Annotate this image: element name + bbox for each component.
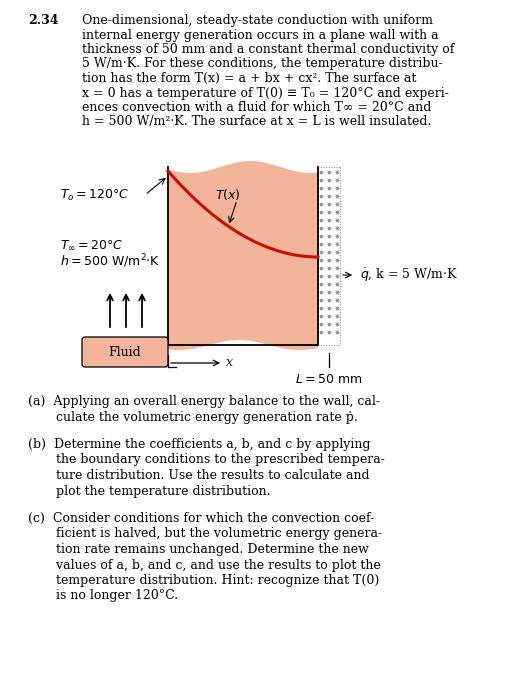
- Text: x = 0 has a temperature of T(0) ≡ T₀ = 120°C and experi-: x = 0 has a temperature of T(0) ≡ T₀ = 1…: [82, 87, 449, 99]
- Text: tion rate remains unchanged. Determine the new: tion rate remains unchanged. Determine t…: [28, 543, 369, 556]
- Text: temperature distribution. Hint: recognize that T(0): temperature distribution. Hint: recogniz…: [28, 574, 379, 587]
- Text: $T_o = 120°C$: $T_o = 120°C$: [60, 188, 130, 202]
- Text: culate the volumetric energy generation rate ṗ.: culate the volumetric energy generation …: [28, 410, 358, 424]
- Text: thickness of 50 mm and a constant thermal conductivity of: thickness of 50 mm and a constant therma…: [82, 43, 454, 56]
- Text: 5 W/m·K. For these conditions, the temperature distribu-: 5 W/m·K. For these conditions, the tempe…: [82, 57, 443, 71]
- Text: $\dot{q}$, k = 5 W/m$\cdot$K: $\dot{q}$, k = 5 W/m$\cdot$K: [360, 266, 458, 284]
- Text: (a)  Applying an overall energy balance to the wall, cal-: (a) Applying an overall energy balance t…: [28, 395, 380, 408]
- Text: $L = 50\ \mathrm{mm}$: $L = 50\ \mathrm{mm}$: [295, 373, 363, 386]
- Text: tion has the form T(x) = a + bx + cx². The surface at: tion has the form T(x) = a + bx + cx². T…: [82, 72, 416, 85]
- Text: plot the temperature distribution.: plot the temperature distribution.: [28, 484, 270, 498]
- Text: (b)  Determine the coefficients a, b, and c by applying: (b) Determine the coefficients a, b, and…: [28, 438, 371, 451]
- Text: internal energy generation occurs in a plane wall with a: internal energy generation occurs in a p…: [82, 29, 438, 41]
- Text: $T(x)$: $T(x)$: [215, 188, 241, 202]
- Text: values of a, b, and c, and use the results to plot the: values of a, b, and c, and use the resul…: [28, 559, 381, 571]
- Text: (c)  Consider conditions for which the convection coef-: (c) Consider conditions for which the co…: [28, 512, 374, 525]
- Text: h = 500 W/m²·K. The surface at x = L is well insulated.: h = 500 W/m²·K. The surface at x = L is …: [82, 116, 431, 129]
- Text: One-dimensional, steady-state conduction with uniform: One-dimensional, steady-state conduction…: [82, 14, 433, 27]
- Bar: [318, 167, 340, 345]
- Text: is no longer 120°C.: is no longer 120°C.: [28, 589, 178, 603]
- Text: ences convection with a fluid for which T∞ = 20°C and: ences convection with a fluid for which …: [82, 101, 431, 114]
- Text: ture distribution. Use the results to calculate and: ture distribution. Use the results to ca…: [28, 469, 370, 482]
- Text: Fluid: Fluid: [108, 346, 141, 358]
- Text: ficient is halved, but the volumetric energy genera-: ficient is halved, but the volumetric en…: [28, 528, 382, 540]
- Text: 2.34: 2.34: [28, 14, 59, 27]
- FancyBboxPatch shape: [82, 337, 168, 367]
- Text: x: x: [226, 356, 233, 370]
- Polygon shape: [168, 161, 318, 350]
- Text: $T_\infty = 20°C$: $T_\infty = 20°C$: [60, 239, 123, 251]
- Text: $h = 500\ \mathrm{W/m^2{\cdot}K}$: $h = 500\ \mathrm{W/m^2{\cdot}K}$: [60, 252, 160, 270]
- Text: the boundary conditions to the prescribed tempera-: the boundary conditions to the prescribe…: [28, 454, 385, 466]
